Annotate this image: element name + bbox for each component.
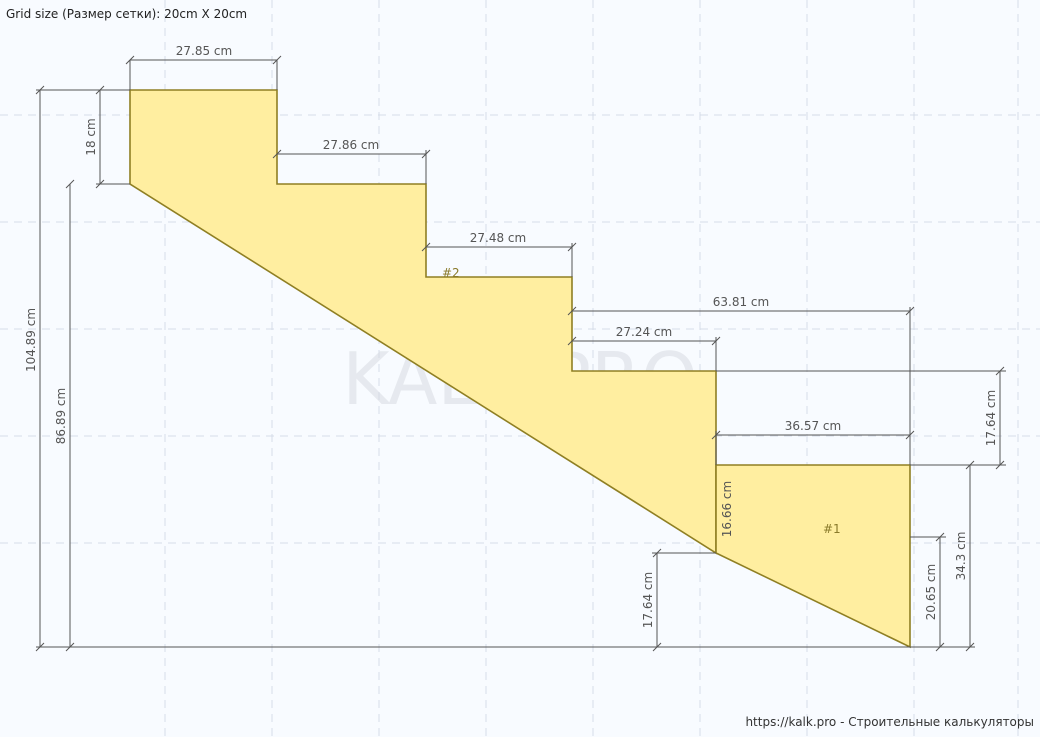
dim-tread2: 27.86 cm: [323, 138, 379, 152]
landing-part-1: [715, 464, 911, 649]
grid-size-label: Grid size (Размер сетки): 20cm X 20cm: [6, 7, 248, 21]
dim-rise-step: 17.64 cm: [984, 390, 998, 446]
stair-stringer-part-2: [129, 89, 717, 555]
dim-tread3: 27.48 cm: [470, 231, 526, 245]
dim-height-under: 86.89 cm: [54, 388, 68, 444]
dim-tread5: 36.57 cm: [785, 419, 841, 433]
part-label-2: #2: [442, 266, 460, 280]
dim-tread4: 27.24 cm: [616, 325, 672, 339]
dim-run-lower: 63.81 cm: [713, 295, 769, 309]
dim-rise-landing-side: 16.66 cm: [720, 481, 734, 537]
part-label-1: #1: [823, 522, 841, 536]
dim-landing-height: 34.3 cm: [954, 532, 968, 581]
site-footer-link[interactable]: https://kalk.pro - Строительные калькуля…: [745, 715, 1034, 729]
dim-rise-bottom: 17.64 cm: [641, 572, 655, 628]
dim-landing-end: 20.65 cm: [924, 564, 938, 620]
dim-tread1: 27.85 cm: [176, 44, 232, 58]
dim-rise-first: 18 cm: [84, 118, 98, 155]
dim-total-height: 104.89 cm: [24, 308, 38, 372]
